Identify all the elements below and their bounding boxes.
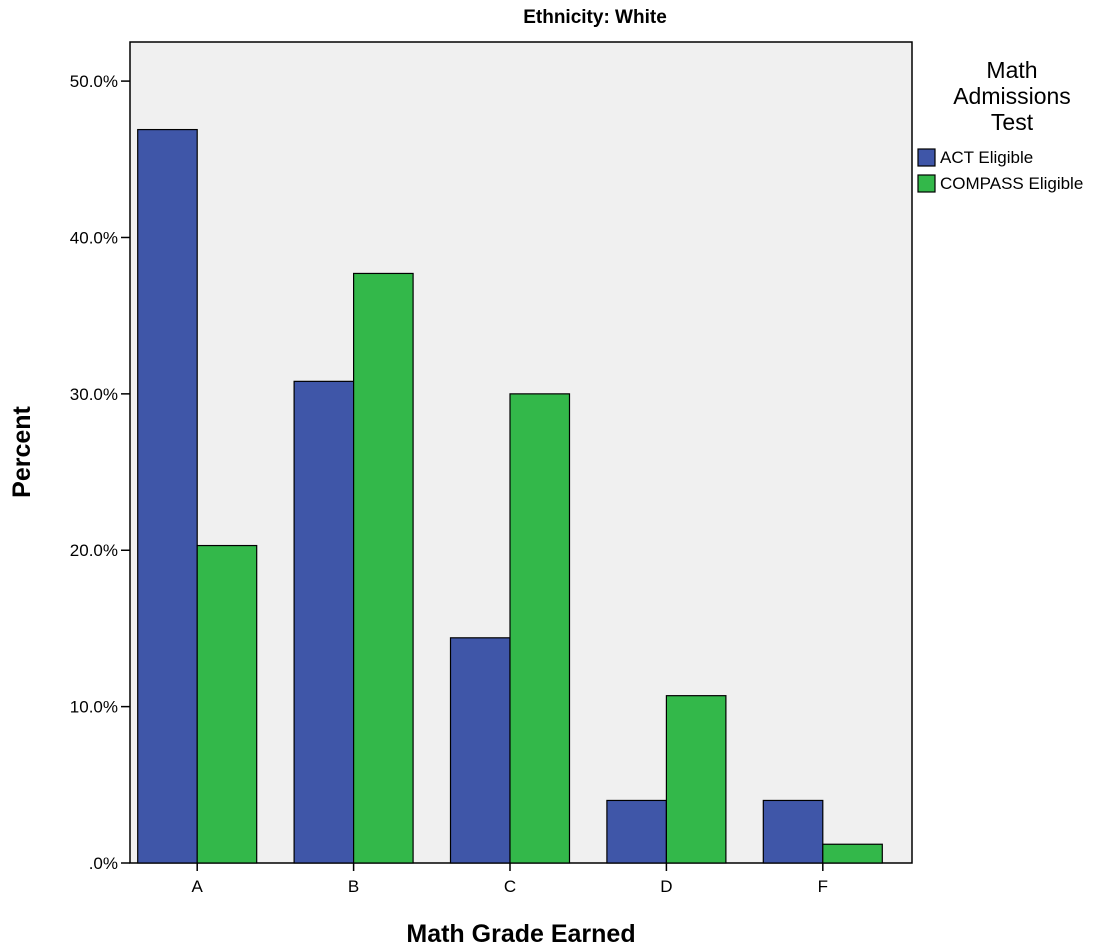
x-tick-label: B bbox=[348, 877, 359, 896]
y-axis-title: Percent bbox=[8, 405, 36, 497]
legend-title-line: Admissions bbox=[953, 83, 1071, 109]
y-tick-label: 10.0% bbox=[70, 698, 118, 717]
y-axis-ticks: .0% 10.0% 20.0% 30.0% 40.0% 50.0% bbox=[70, 72, 130, 873]
bar-d-act-eligible bbox=[606, 799, 668, 864]
y-tick-label: .0% bbox=[89, 854, 118, 873]
x-axis-title: Math Grade Earned bbox=[406, 920, 635, 948]
bar-f-compass-eligible bbox=[822, 843, 883, 864]
bar-c-compass-eligible bbox=[509, 393, 571, 864]
bars-group bbox=[137, 128, 883, 864]
bar-c-act-eligible bbox=[449, 637, 511, 864]
bar-a-act-eligible bbox=[137, 128, 198, 864]
x-tick-label: A bbox=[192, 877, 204, 896]
y-tick-label: 30.0% bbox=[70, 385, 118, 404]
legend-label: COMPASS Eligible bbox=[940, 174, 1083, 193]
legend-swatch bbox=[917, 148, 936, 167]
y-tick-label: 20.0% bbox=[70, 541, 118, 560]
y-tick-label: 40.0% bbox=[70, 228, 118, 247]
legend-title-line: Test bbox=[991, 109, 1034, 135]
chart-title: Ethnicity: White bbox=[523, 7, 667, 28]
legend-title-line: Math bbox=[986, 57, 1037, 83]
y-tick-label: 50.0% bbox=[70, 72, 118, 91]
legend-label: ACT Eligible bbox=[940, 148, 1033, 167]
x-tick-label: C bbox=[504, 877, 516, 896]
bar-d-compass-eligible bbox=[665, 695, 727, 864]
x-tick-label: F bbox=[818, 877, 828, 896]
bar-b-act-eligible bbox=[293, 380, 355, 864]
bar-f-act-eligible bbox=[762, 799, 824, 864]
bar-a-compass-eligible bbox=[196, 544, 258, 864]
legend-swatch bbox=[917, 174, 936, 193]
bar-b-compass-eligible bbox=[353, 272, 414, 864]
x-tick-label: D bbox=[660, 877, 672, 896]
